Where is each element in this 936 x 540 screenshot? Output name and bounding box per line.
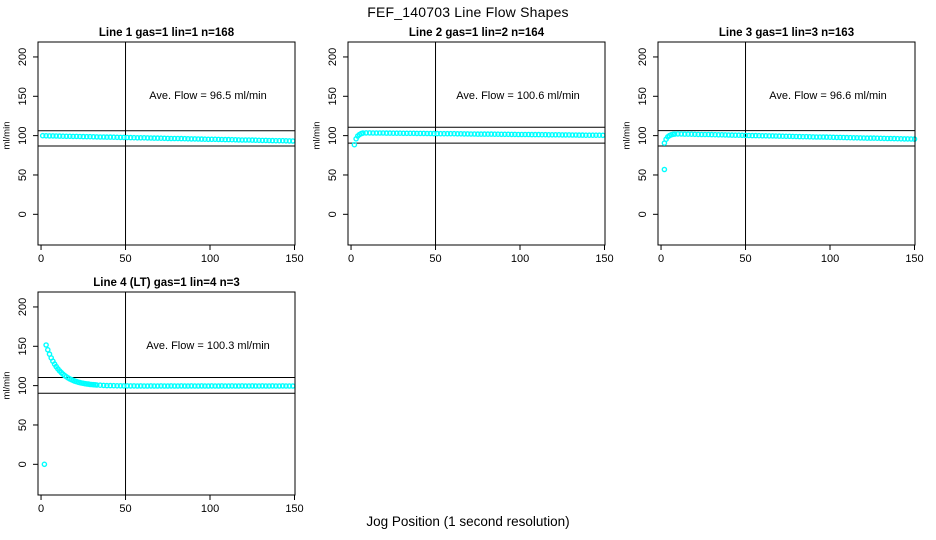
tick-label: 100	[821, 253, 839, 265]
tick-label: 100	[201, 253, 219, 265]
tick-label: 150	[17, 337, 29, 355]
tick-label: 150	[637, 87, 649, 105]
x-axis-label: Jog Position (1 second resolution)	[366, 514, 570, 529]
tick-label: 150	[285, 253, 303, 265]
tick-label: 0	[38, 503, 44, 515]
plot-box	[347, 41, 606, 246]
tick-label: 200	[17, 48, 29, 66]
tick-label: 0	[17, 211, 29, 217]
tick-label: 200	[17, 298, 29, 316]
tick-label: 200	[637, 48, 649, 66]
plot-area: 0 50 100 150 0 50 100 150 200	[327, 41, 614, 265]
tick-label: 50	[429, 253, 441, 265]
tick-label: 50	[17, 419, 29, 431]
tick-label: 150	[905, 253, 923, 265]
tick-label: 50	[327, 169, 339, 181]
plot-area: 0 50 100 150 0 50 100 150 200	[17, 41, 304, 265]
tick-label: 150	[327, 87, 339, 105]
tick-label: 0	[348, 253, 354, 265]
panel-line-4: Line 4 (LT) gas=1 lin=4 n=3 ml/min Ave. …	[0, 276, 312, 526]
tick-label: 150	[285, 503, 303, 515]
panel-line-1: Line 1 gas=1 lin=1 n=168 ml/min Ave. Flo…	[0, 26, 312, 276]
tick-label: 0	[38, 253, 44, 265]
panel-2-title: Line 2 gas=1 lin=2 n=164	[408, 27, 545, 39]
tick-label: 100	[511, 253, 529, 265]
data-points	[41, 342, 296, 468]
plot-area: 0 50 100 150 0 50 100 150 200	[17, 291, 304, 515]
tick-label: 0	[637, 211, 649, 217]
tick-label: 150	[595, 253, 613, 265]
tick-label: 0	[327, 211, 339, 217]
panel-1-title: Line 1 gas=1 lin=1 n=168	[98, 27, 235, 39]
plot-box	[657, 41, 916, 246]
tick-label: 100	[17, 376, 29, 394]
ave-flow-annotation: Ave. Flow = 100.3 ml/min	[146, 340, 270, 352]
plot-box	[37, 291, 296, 496]
tick-label: 0	[17, 461, 29, 467]
panel-4-title: Line 4 (LT) gas=1 lin=4 n=3	[93, 277, 240, 289]
tick-label: 50	[739, 253, 751, 265]
tick-label: 100	[201, 503, 219, 515]
tick-label: 50	[637, 169, 649, 181]
tick-label: 0	[658, 253, 664, 265]
plot-box	[37, 41, 296, 246]
panel-line-2: Line 2 gas=1 lin=2 n=164 ml/min Ave. Flo…	[310, 26, 622, 276]
tick-label: 50	[119, 503, 131, 515]
tick-label: 200	[327, 48, 339, 66]
tick-label: 150	[17, 87, 29, 105]
panel-line-3: Line 3 gas=1 lin=3 n=163 ml/min Ave. Flo…	[620, 26, 932, 276]
tick-label: 100	[637, 126, 649, 144]
figure-title: FEF_140703 Line Flow Shapes	[367, 4, 569, 20]
ave-flow-annotation: Ave. Flow = 96.5 ml/min	[149, 90, 267, 102]
data-points	[39, 132, 296, 144]
ave-flow-annotation: Ave. Flow = 96.6 ml/min	[769, 90, 887, 102]
tick-label: 100	[17, 126, 29, 144]
tick-label: 50	[119, 253, 131, 265]
panel-3-title: Line 3 gas=1 lin=3 n=163	[718, 27, 855, 39]
data-points	[661, 131, 918, 173]
tick-label: 50	[17, 169, 29, 181]
tick-label: 100	[327, 126, 339, 144]
plot-area: 0 50 100 150 0 50 100 150 200	[637, 41, 924, 265]
ave-flow-annotation: Ave. Flow = 100.6 ml/min	[456, 90, 580, 102]
data-points	[351, 130, 606, 148]
